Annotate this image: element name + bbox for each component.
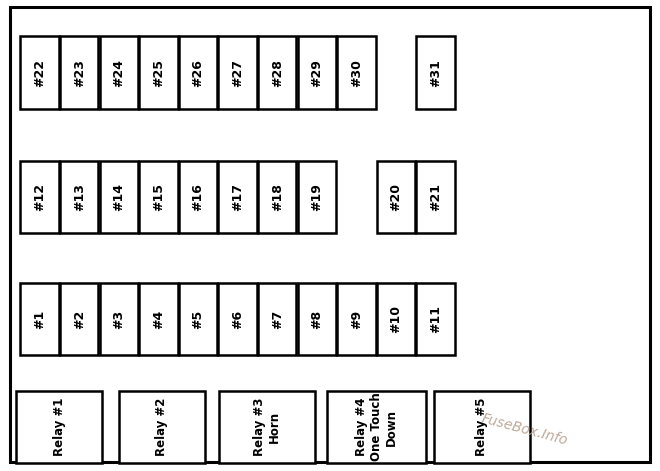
Bar [258,36,296,109]
Bar [377,161,415,234]
Text: #16: #16 [191,183,205,211]
Text: #15: #15 [152,183,165,211]
Bar [258,161,296,234]
Bar [258,283,296,356]
Bar [139,161,178,234]
Bar [60,283,98,356]
Text: #25: #25 [152,59,165,87]
Bar [337,283,376,356]
Text: #24: #24 [112,59,125,87]
Bar [20,283,59,356]
Text: FuseBox.Info: FuseBox.Info [480,411,570,447]
Text: #23: #23 [73,59,86,87]
Bar [60,36,98,109]
Bar [416,161,455,234]
Text: #27: #27 [231,59,244,87]
Bar [16,390,102,463]
Text: #21: #21 [429,183,442,211]
Bar [219,390,315,463]
Bar [377,283,415,356]
Bar [139,283,178,356]
Text: #22: #22 [33,59,46,87]
Text: #7: #7 [271,309,284,329]
Bar [218,161,257,234]
Text: #13: #13 [73,183,86,211]
Bar [298,36,336,109]
Bar [416,36,455,109]
Bar [179,161,217,234]
Text: #31: #31 [429,59,442,87]
Text: #12: #12 [33,183,46,211]
Bar [179,36,217,109]
Text: #10: #10 [389,305,403,333]
Bar [60,161,98,234]
Bar [327,390,426,463]
Text: #3: #3 [112,309,125,329]
Bar [337,36,376,109]
Text: #8: #8 [310,309,323,329]
Bar [139,36,178,109]
Text: Relay #3
Horn: Relay #3 Horn [253,398,281,456]
Bar [119,390,205,463]
Bar [218,283,257,356]
Text: Relay #1: Relay #1 [53,398,66,456]
Text: #11: #11 [429,305,442,333]
Text: #29: #29 [310,59,323,87]
Bar [100,283,138,356]
Text: #4: #4 [152,309,165,329]
Text: Relay #5: Relay #5 [475,398,488,456]
Text: #28: #28 [271,59,284,87]
Text: #17: #17 [231,183,244,211]
Text: #14: #14 [112,183,125,211]
Bar [20,161,59,234]
Text: #19: #19 [310,183,323,211]
Text: Relay #4
One Touch
Down: Relay #4 One Touch Down [354,393,398,462]
Bar [434,390,529,463]
Bar [179,283,217,356]
Text: #20: #20 [389,183,403,211]
Bar [100,161,138,234]
Bar [416,283,455,356]
Text: #18: #18 [271,183,284,211]
Text: #26: #26 [191,59,205,87]
Text: #2: #2 [73,309,86,329]
Bar [218,36,257,109]
Bar [298,161,336,234]
Bar [20,36,59,109]
Text: #6: #6 [231,309,244,329]
Bar [298,283,336,356]
Text: #9: #9 [350,309,363,329]
Text: Relay #2: Relay #2 [155,398,168,456]
Text: #30: #30 [350,59,363,87]
Text: #5: #5 [191,309,205,329]
Text: #1: #1 [33,309,46,329]
Bar [100,36,138,109]
